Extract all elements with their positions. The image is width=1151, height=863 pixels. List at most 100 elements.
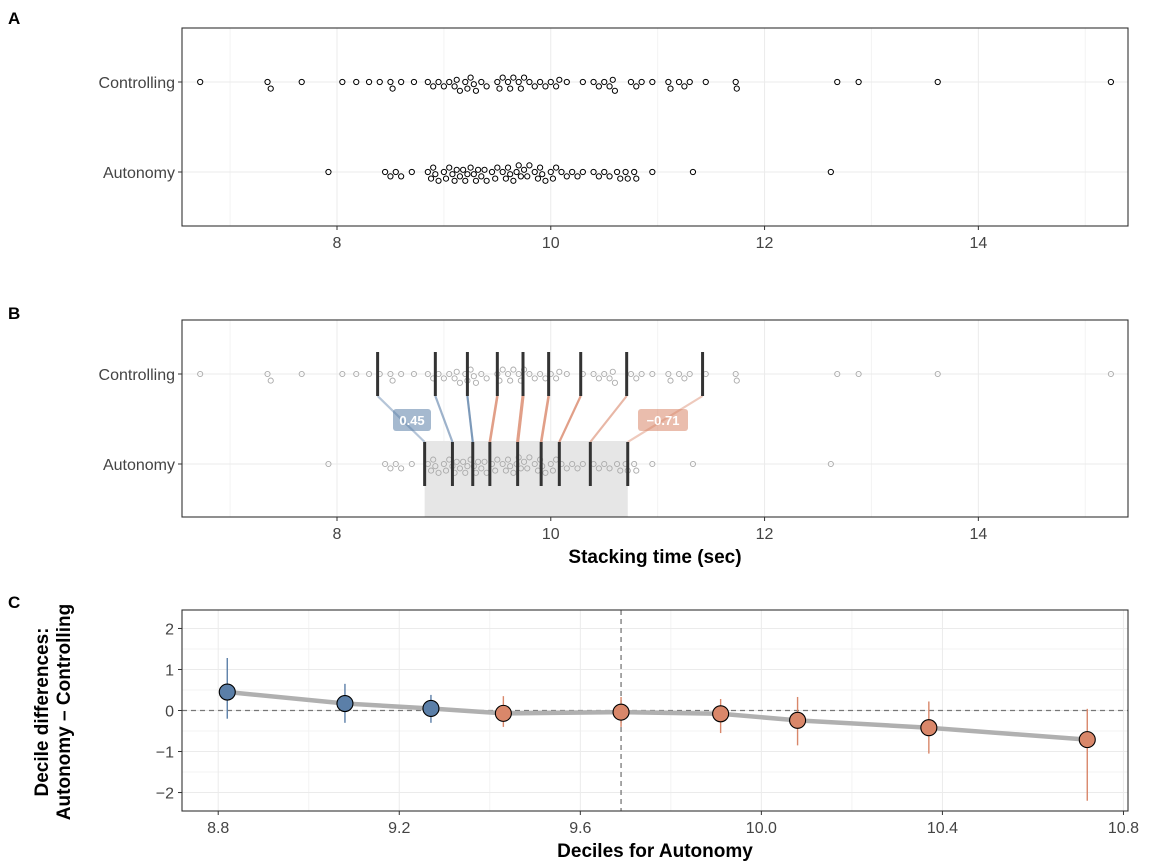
data-point	[456, 87, 464, 94]
data-point	[504, 370, 512, 378]
data-point	[606, 465, 613, 472]
data-point	[387, 370, 394, 378]
data-point	[513, 168, 520, 176]
data-point	[553, 83, 560, 90]
data-point	[553, 164, 560, 171]
ninth-decile-difference-label-box	[638, 409, 688, 431]
data-point	[470, 81, 477, 88]
data-point	[504, 78, 512, 86]
data-point	[686, 370, 693, 378]
data-point	[353, 78, 360, 86]
data-point	[569, 460, 576, 468]
data-point	[595, 173, 602, 180]
data-point	[934, 370, 941, 378]
data-point	[649, 168, 656, 176]
data-point	[595, 375, 602, 382]
decile-difference-point	[218, 683, 236, 701]
data-point	[507, 377, 514, 384]
data-point	[424, 168, 431, 176]
decile-difference-point	[1078, 731, 1096, 749]
data-point	[631, 168, 638, 176]
first-decile-difference-label-box	[393, 409, 431, 431]
data-point	[521, 458, 528, 465]
data-point	[537, 370, 544, 378]
panel-c-x-tick-label: 9.6	[569, 820, 591, 837]
data-point	[617, 175, 624, 182]
data-point	[520, 74, 528, 81]
data-point	[649, 370, 656, 378]
data-point	[579, 78, 586, 86]
data-point	[451, 375, 458, 382]
data-point	[547, 168, 554, 176]
data-point	[633, 467, 640, 474]
data-point	[474, 166, 482, 173]
data-point	[464, 171, 471, 178]
data-point	[460, 458, 467, 465]
data-point	[440, 168, 447, 176]
data-point	[622, 168, 629, 176]
panel-b-x-tick-label: 8	[333, 526, 342, 543]
panel-c-y-tick-label: 1	[165, 662, 174, 679]
data-point	[606, 83, 613, 90]
data-point	[267, 85, 274, 92]
data-point	[510, 74, 517, 81]
data-point	[442, 175, 450, 182]
data-point	[496, 85, 503, 92]
data-point	[732, 370, 739, 378]
data-point	[510, 366, 517, 373]
data-point	[855, 78, 862, 86]
data-point	[492, 175, 499, 182]
data-point	[520, 166, 528, 173]
data-point	[494, 456, 501, 463]
panel-c-y-axis-title-line2: Autonomy – Controlling	[54, 604, 75, 820]
data-point	[531, 83, 538, 90]
panel-b-category-label: Autonomy	[103, 457, 175, 474]
data-point	[579, 168, 586, 176]
data-point	[446, 370, 453, 378]
data-point	[481, 166, 488, 173]
data-point	[483, 375, 490, 382]
data-point	[435, 78, 442, 86]
data-point	[507, 171, 514, 178]
data-point	[339, 370, 346, 378]
data-point	[624, 175, 631, 182]
data-point	[410, 78, 418, 86]
data-point	[382, 168, 389, 176]
data-point	[464, 85, 471, 92]
data-point	[526, 454, 533, 461]
data-point	[325, 460, 332, 468]
panel-c-x-tick-label: 10.8	[1108, 820, 1139, 837]
ninth-decile-difference-label: −0.71	[647, 413, 680, 428]
data-point	[481, 458, 488, 465]
data-point	[1107, 78, 1115, 86]
data-point	[451, 177, 458, 184]
data-point	[539, 171, 546, 178]
data-point	[524, 173, 531, 180]
data-point	[432, 463, 439, 470]
data-point	[676, 370, 683, 378]
data-point	[499, 168, 506, 176]
data-point	[549, 175, 557, 182]
data-point	[601, 370, 608, 378]
data-point	[435, 177, 442, 184]
data-point	[732, 78, 739, 86]
data-point	[733, 377, 740, 384]
data-point	[446, 164, 453, 171]
data-point	[549, 467, 556, 474]
data-point	[1107, 370, 1114, 378]
data-point	[526, 162, 533, 169]
data-point	[633, 175, 640, 182]
data-point	[430, 456, 437, 463]
panel-a-beeswarm: Controlling Autonomy 8 10 12 14	[99, 27, 1129, 252]
data-point	[675, 78, 683, 86]
data-point	[453, 368, 460, 375]
panel-c-x-axis-title: Deciles for Autonomy	[557, 841, 753, 862]
data-point	[456, 173, 464, 180]
data-point	[633, 375, 640, 382]
data-point	[526, 370, 533, 378]
data-point	[325, 168, 332, 176]
panel-a-x-tick-label: 10	[542, 235, 560, 252]
data-point	[649, 78, 656, 86]
data-point	[627, 78, 635, 86]
data-point	[507, 463, 514, 470]
